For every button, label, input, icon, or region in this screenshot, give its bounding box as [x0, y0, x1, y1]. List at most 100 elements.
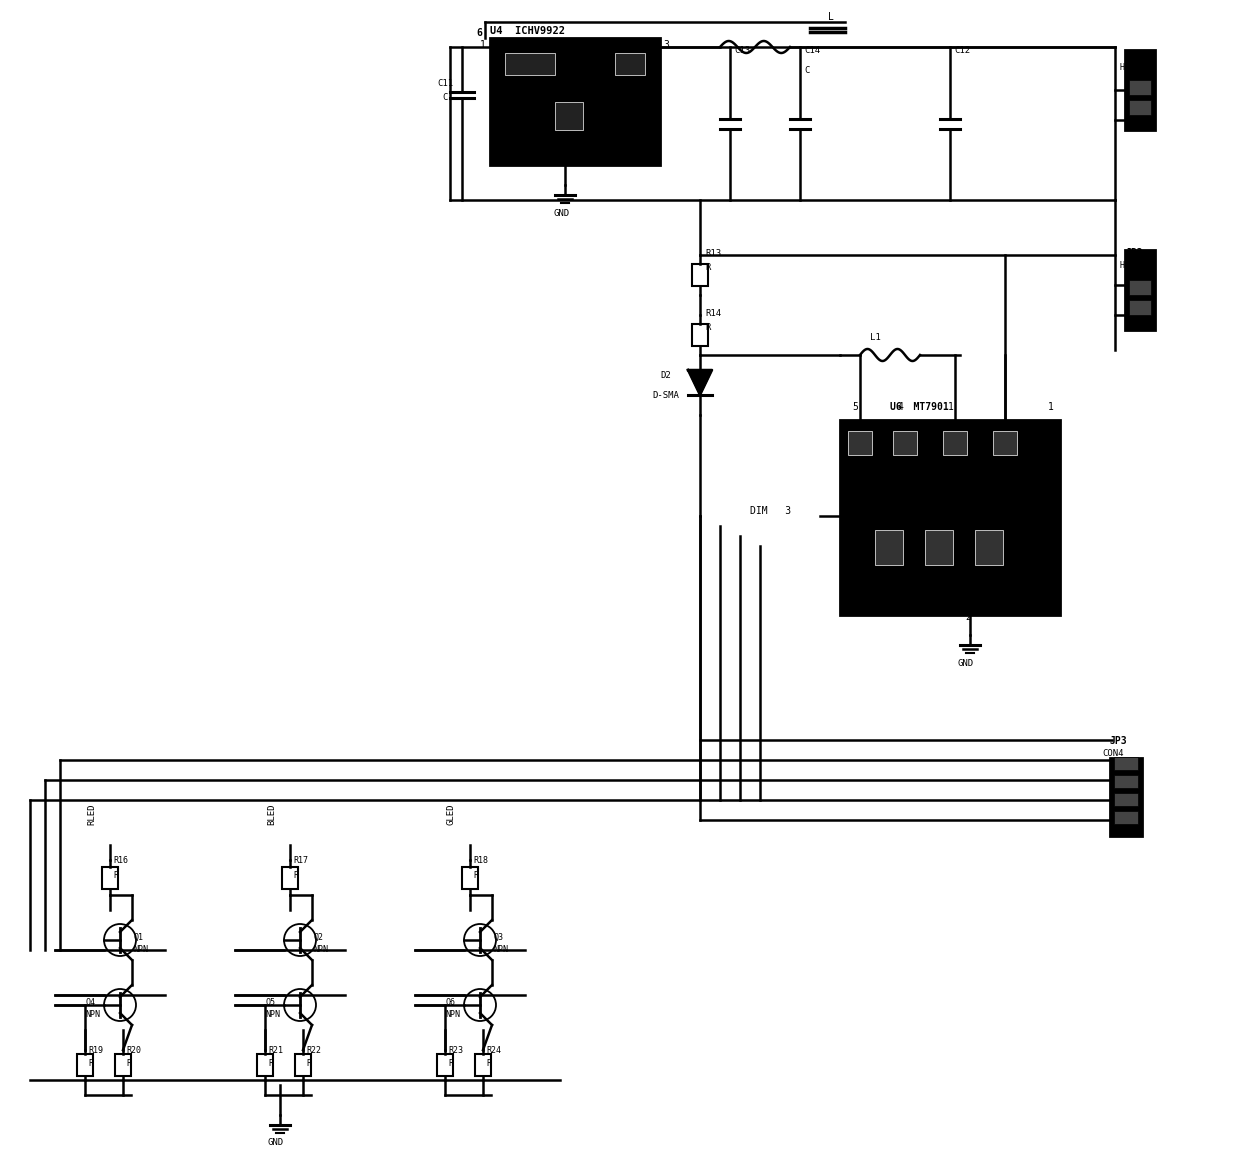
Text: Q3: Q3 [494, 933, 503, 941]
Text: C11: C11 [436, 79, 453, 88]
Text: Q5: Q5 [265, 998, 275, 1007]
Text: R20: R20 [126, 1046, 141, 1055]
Text: R: R [113, 871, 118, 880]
Bar [893, 431, 918, 455]
Bar [490, 38, 660, 164]
Bar [1110, 758, 1142, 836]
Bar [475, 1054, 491, 1076]
Text: C13: C13 [734, 46, 750, 54]
Bar [993, 431, 1017, 455]
Text: 2: 2 [558, 157, 564, 168]
Bar [102, 866, 118, 888]
Text: R17: R17 [293, 856, 308, 865]
Text: R: R [268, 1060, 273, 1068]
Text: 1: 1 [480, 41, 486, 50]
Text: R: R [486, 1060, 491, 1068]
Text: Q2: Q2 [312, 933, 322, 941]
Polygon shape [688, 371, 712, 395]
Text: C12: C12 [954, 46, 970, 54]
Text: R: R [706, 323, 711, 332]
Text: 3: 3 [663, 41, 668, 50]
Bar [692, 324, 708, 346]
Text: R: R [88, 1060, 93, 1068]
Text: R: R [293, 871, 298, 880]
Bar [556, 102, 583, 130]
Text: D-SMA: D-SMA [652, 391, 678, 400]
Text: C: C [441, 93, 448, 102]
Text: NPN: NPN [494, 945, 508, 954]
Text: BLED: BLED [267, 804, 277, 824]
Text: Q6: Q6 [445, 998, 455, 1007]
Text: Header2: Header2 [1120, 261, 1154, 270]
Text: 6: 6 [476, 28, 482, 38]
Text: R: R [126, 1060, 131, 1068]
Bar [875, 530, 903, 565]
Bar [281, 866, 298, 888]
Text: NPN: NPN [86, 1010, 100, 1019]
Text: NPN: NPN [445, 1010, 460, 1019]
Text: JP3: JP3 [1110, 736, 1127, 746]
Text: Q1: Q1 [133, 933, 143, 941]
Bar [257, 1054, 273, 1076]
Text: Q4: Q4 [86, 998, 95, 1007]
Text: R19: R19 [88, 1046, 103, 1055]
Bar [942, 431, 967, 455]
Text: D2: D2 [660, 371, 671, 380]
Text: GND: GND [959, 659, 975, 668]
Bar [463, 866, 477, 888]
Bar [436, 1054, 453, 1076]
Bar [77, 1054, 93, 1076]
Text: L1: L1 [870, 334, 880, 342]
Text: R16: R16 [113, 856, 128, 865]
Text: R: R [472, 871, 477, 880]
Text: 1: 1 [1048, 402, 1054, 412]
Text: R22: R22 [306, 1046, 321, 1055]
Bar [848, 431, 872, 455]
Text: R: R [448, 1060, 453, 1068]
Text: R: R [706, 263, 711, 272]
Text: GND: GND [553, 208, 569, 218]
Bar [1128, 300, 1151, 315]
Text: 5: 5 [852, 402, 858, 412]
Text: JP2: JP2 [1125, 248, 1142, 258]
Bar [1114, 811, 1138, 824]
Text: 1: 1 [949, 402, 954, 412]
Bar [692, 264, 708, 286]
Bar [975, 530, 1003, 565]
Bar [1114, 793, 1138, 806]
Text: NPN: NPN [133, 945, 148, 954]
Bar [1114, 775, 1138, 787]
Text: DIM   3: DIM 3 [750, 506, 791, 516]
Text: L: L [828, 12, 833, 22]
Bar [1128, 100, 1151, 115]
Text: RLED: RLED [87, 804, 95, 824]
Bar [295, 1054, 311, 1076]
Bar [1128, 80, 1151, 95]
Text: JP1: JP1 [1125, 50, 1142, 60]
Text: R13: R13 [706, 249, 722, 258]
Text: 4: 4 [898, 402, 904, 412]
Text: GLED: GLED [446, 804, 456, 824]
Bar [505, 53, 556, 75]
Text: U4  ICHV9922: U4 ICHV9922 [490, 25, 565, 36]
Text: R: R [306, 1060, 311, 1068]
Text: R14: R14 [706, 309, 722, 318]
Text: R24: R24 [486, 1046, 501, 1055]
Text: R23: R23 [448, 1046, 463, 1055]
Bar [1125, 50, 1154, 130]
Text: GND: GND [268, 1138, 284, 1148]
Bar [839, 420, 1060, 615]
Text: R21: R21 [268, 1046, 283, 1055]
Text: 2: 2 [965, 611, 971, 622]
Bar [1114, 757, 1138, 770]
Text: C: C [804, 66, 810, 75]
Bar [1125, 250, 1154, 330]
Text: C14: C14 [804, 46, 820, 54]
Bar [925, 530, 954, 565]
Text: R18: R18 [472, 856, 489, 865]
Text: CON4: CON4 [1102, 749, 1123, 758]
Bar [115, 1054, 131, 1076]
Text: U6  MT7901: U6 MT7901 [890, 402, 949, 412]
Bar [1128, 280, 1151, 295]
Text: NPN: NPN [265, 1010, 280, 1019]
